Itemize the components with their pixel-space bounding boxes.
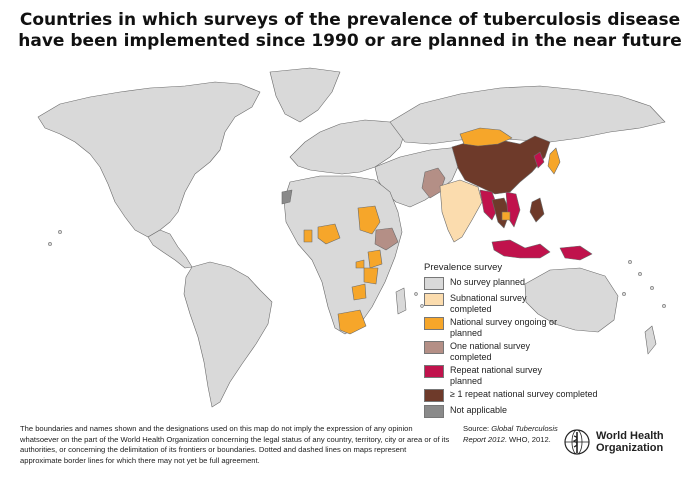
legend-item-no-survey: No survey planned [418,277,613,290]
legend-label: Repeat national survey planned [450,365,543,386]
legend-title: Prevalence survey [424,262,503,273]
pakistan-region [421,167,446,199]
legend-item-one-national: One national survey completed [418,341,613,362]
indonesia-region [491,239,551,259]
legend-label: ≥ 1 repeat national survey completed [450,389,598,399]
island-dot [662,304,666,308]
india-region [439,179,483,243]
source-suffix: . WHO, 2012. [504,434,551,444]
who-logo: World Health Organization [562,425,692,459]
nigeria-region [317,223,341,245]
island-dot [414,292,418,296]
legend-item-repeat-completed: ≥ 1 repeat national survey completed [418,389,613,402]
island-dot [48,242,52,246]
south-america-landmass [183,261,273,408]
vietnam-region [505,191,521,228]
legend-label: Not applicable [450,405,508,415]
legend-item-national-planned: National survey ongoing or planned [418,317,613,338]
papua-region [559,245,593,261]
legend-label: One national survey completed [450,341,531,362]
central-america-landmass [147,229,193,269]
legend-swatch [424,389,444,402]
legend-swatch [424,277,444,290]
map-title-line-2: have been implemented since 1990 or are … [18,31,682,51]
china-region [451,135,551,195]
map-legend: Prevalence survey No survey planned Subn… [418,262,613,421]
who-name-line-1: World Health [596,430,664,442]
legend-item-repeat-planned: Repeat national survey planned [418,365,613,386]
australia-landmass [524,267,619,333]
legend-swatch [424,293,444,306]
island-dot [650,286,654,290]
tanzania-region [363,267,379,285]
ethiopia-region [374,227,399,251]
map-title: Countries in which surveys of the preval… [0,10,700,52]
legend-label: National survey ongoing or planned [450,317,558,338]
legend-label: No survey planned [450,277,526,287]
who-name: World Health Organization [596,430,664,454]
legend-label: Subnational survey completed [450,293,527,314]
world-map [37,67,666,408]
mongolia-region [459,127,513,147]
who-emblem-icon [564,429,590,455]
map-disclaimer: The boundaries and names shown and the d… [20,424,450,465]
cambodia-region [501,211,511,221]
greenland-landmass [269,67,341,123]
africa-landmass [283,175,403,335]
island-dot [638,272,642,276]
madagascar-landmass [395,287,407,315]
legend-swatch [424,341,444,354]
philippines-region [529,197,545,223]
legend-item-subnational: Subnational survey completed [418,293,613,314]
south-africa-region [337,309,367,335]
new-zealand-landmass [644,325,657,355]
island-dot [58,230,62,234]
north-america-landmass [37,81,261,238]
ghana-region [303,229,313,243]
island-dot [622,292,626,296]
western-sahara-region [281,189,293,205]
kenya-region [367,249,383,269]
legend-swatch [424,365,444,378]
source-note: Source: Global Tuberculosis Report 2012.… [463,424,563,445]
sudan-region [357,205,381,235]
rwanda-region [355,259,365,269]
source-prefix: Source: [463,424,492,433]
zambia-region [351,283,367,301]
legend-swatch [424,317,444,330]
who-name-line-2: Organization [596,442,664,454]
legend-swatch [424,405,444,418]
europe-landmass [289,119,406,175]
japan-region [547,147,561,175]
island-dot [420,304,424,308]
map-title-line-1: Countries in which surveys of the preval… [19,10,681,30]
myanmar-region [479,189,499,221]
source-title: Global Tuberculosis Report 2012 [463,424,558,444]
island-dot [628,260,632,264]
russia-landmass [389,85,666,145]
korea-region [533,151,545,169]
legend-item-not-applicable: Not applicable [418,405,613,418]
